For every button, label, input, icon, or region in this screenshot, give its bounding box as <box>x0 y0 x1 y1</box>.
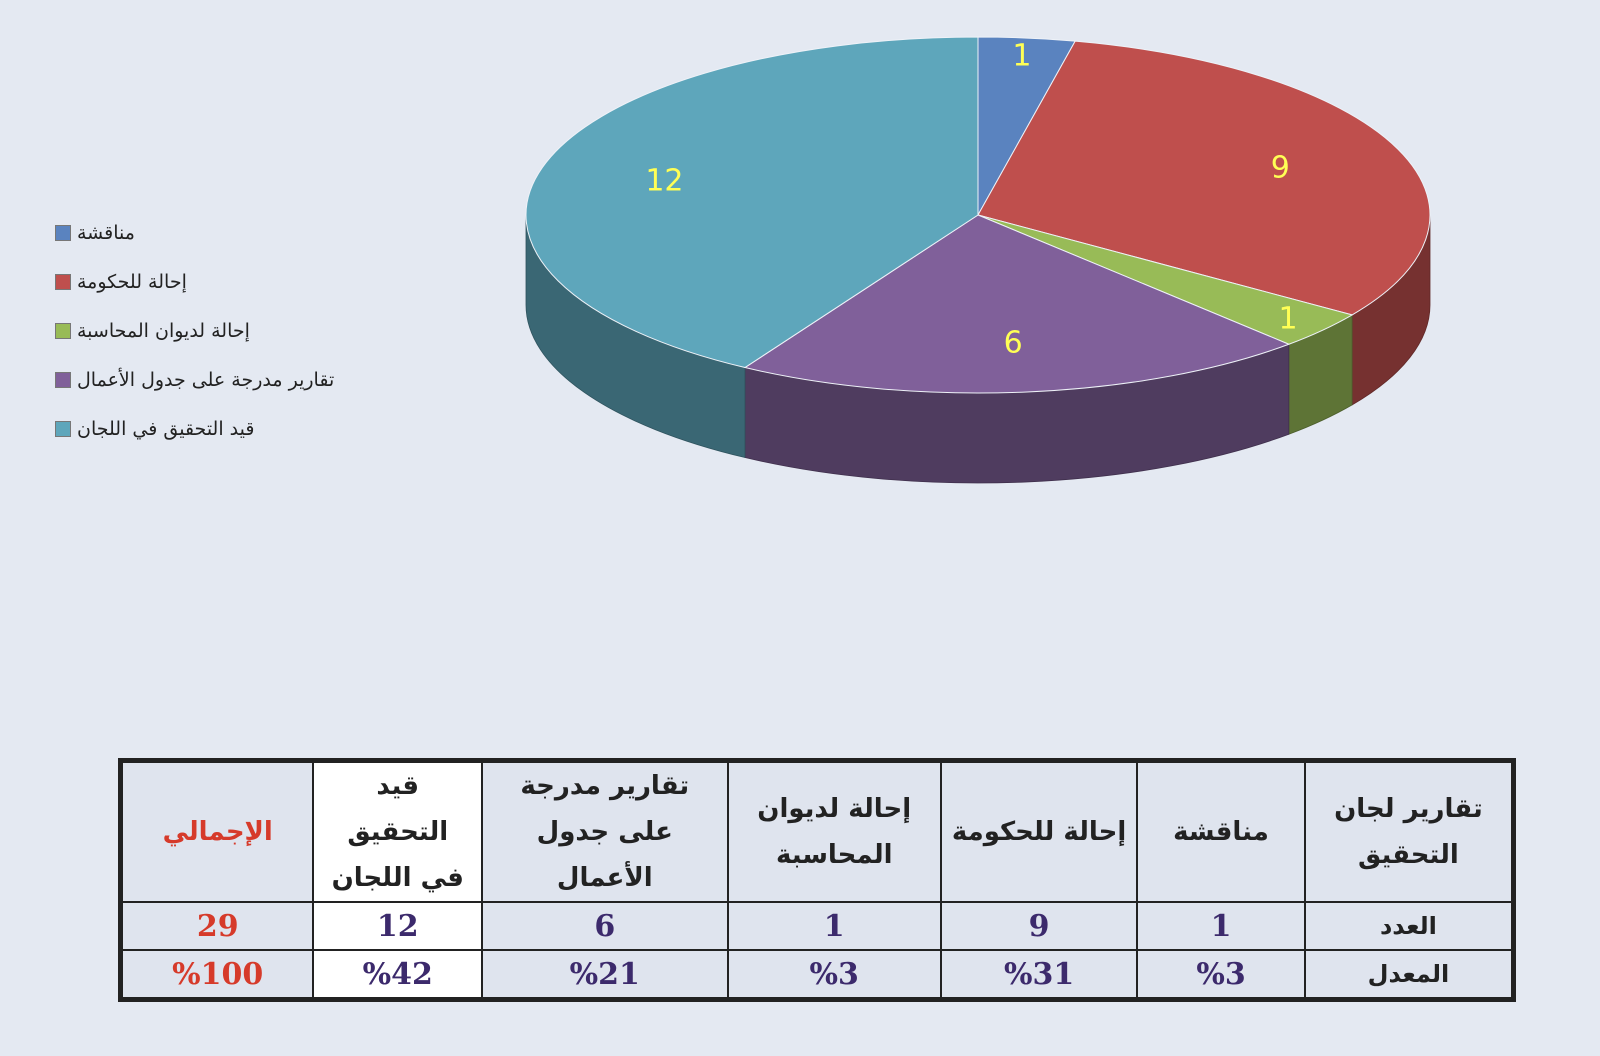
header-cell: قيد التحقيق في اللجان <box>314 763 482 901</box>
table-cell: 9 <box>941 903 1137 949</box>
value-label: 6 <box>1004 325 1023 360</box>
value-label: 9 <box>1271 151 1290 186</box>
header-cell: الإجمالي <box>123 763 313 901</box>
table-cell: 1 <box>728 903 940 949</box>
legend-item: تقارير مدرجة على جدول الأعمال <box>55 355 334 404</box>
table-cell: %100 <box>123 951 313 997</box>
legend-item: قيد التحقيق في اللجان <box>55 404 334 453</box>
table-cell: %21 <box>483 951 727 997</box>
table-cell: %31 <box>941 951 1137 997</box>
header-cell: تقارير مدرجة على جدول الأعمال <box>483 763 727 901</box>
header-cell: إحالة لديوان المحاسبة <box>728 763 940 901</box>
table-cell: 1 <box>1138 903 1304 949</box>
legend-label: إحالة للحكومة <box>77 270 187 293</box>
table-cell: 6 <box>483 903 727 949</box>
legend-item: إحالة لديوان المحاسبة <box>55 306 334 355</box>
table-row: المعدل %3 %31 %3 %21 %42 %100 <box>123 951 1511 997</box>
legend-swatch <box>55 322 71 339</box>
legend-item: مناقشة <box>55 208 334 257</box>
value-label: 1 <box>1012 39 1031 74</box>
header-cell: تقارير لجان التحقيق <box>1305 763 1511 901</box>
data-table: تقارير لجان التحقيق مناقشة إحالة للحكومة إح… <box>118 758 1516 1002</box>
header-cell: إحالة للحكومة <box>941 763 1137 901</box>
table-cell: المعدل <box>1305 951 1511 997</box>
table-cell: العدد <box>1305 903 1511 949</box>
pie-slice <box>977 40 1431 316</box>
legend-swatch <box>55 273 71 290</box>
value-label: 1 <box>1279 302 1298 337</box>
pie-chart: 1 9 1 6 12 <box>525 36 1431 484</box>
legend-swatch <box>55 420 71 437</box>
legend-label: إحالة لديوان المحاسبة <box>77 319 250 342</box>
legend-label: قيد التحقيق في اللجان <box>77 417 255 440</box>
legend: مناقشة إحالة للحكومة إحالة لديوان المحاسبة… <box>55 208 334 453</box>
table-row: العدد 1 9 1 6 12 29 <box>123 903 1511 949</box>
table-cell: %42 <box>314 951 482 997</box>
pie-slice <box>743 214 1291 394</box>
table-cell: 29 <box>123 903 313 949</box>
legend-swatch <box>55 224 71 241</box>
header-cell: مناقشة <box>1138 763 1304 901</box>
value-label: 12 <box>645 164 683 199</box>
table-cell: 12 <box>314 903 482 949</box>
legend-label: تقارير مدرجة على جدول الأعمال <box>77 368 335 391</box>
table-cell: %3 <box>728 951 940 997</box>
pie-slice <box>525 36 979 369</box>
legend-item: إحالة للحكومة <box>55 257 334 306</box>
table-row: تقارير لجان التحقيق مناقشة إحالة للحكومة إح… <box>123 763 1511 901</box>
legend-swatch <box>55 371 71 388</box>
table-cell: %3 <box>1138 951 1304 997</box>
legend-label: مناقشة <box>77 221 135 244</box>
